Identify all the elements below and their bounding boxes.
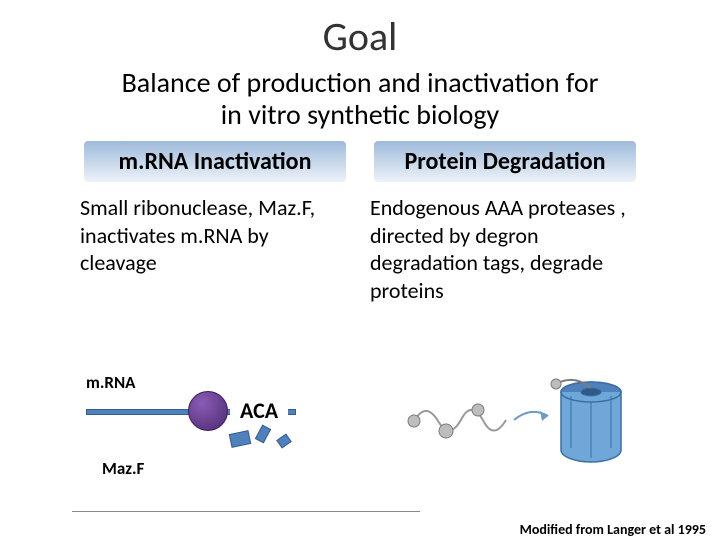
cleavage-fragment-icon [229, 430, 251, 448]
substrate-blob-icon [408, 415, 420, 427]
subtitle-line-2: in vitro synthetic biology [221, 97, 499, 132]
column-left-body: Small ribonuclease, Maz.F, inactivates m… [76, 194, 354, 277]
substrate-blob-icon [472, 404, 484, 416]
citation: Modified from Langer et al 1995 [520, 521, 706, 538]
page-subtitle: Balance of production and inactivation f… [0, 67, 720, 131]
column-right-body: Endogenous AAA proteases , directed by d… [366, 194, 644, 304]
cleavage-fragment-icon [276, 433, 292, 448]
column-left-header: m.RNA Inactivation [84, 141, 346, 182]
substrate-blob-icon [439, 424, 453, 438]
mazf-circle-icon [188, 391, 228, 431]
column-right: Protein Degradation Endogenous AAA prote… [360, 139, 650, 304]
columns: m.RNA Inactivation Small ribonuclease, M… [0, 139, 720, 304]
divider [72, 511, 420, 512]
aaa-protease-icon [551, 379, 621, 462]
aca-label: ACA [230, 397, 288, 424]
column-right-header: Protein Degradation [374, 141, 636, 182]
protease-svg-icon [406, 366, 646, 476]
mrna-line: ACA [80, 397, 310, 427]
page-title: Goal [0, 12, 720, 61]
arrow-head-icon [540, 411, 548, 421]
cleavage-fragment-icon [255, 425, 271, 444]
diagram-area: m.RNA ACA Maz.F [70, 360, 650, 510]
mazf-label: Maz.F [102, 458, 144, 479]
substrate-squiggle-icon [414, 410, 506, 431]
subtitle-line-1: Balance of production and inactivation f… [122, 65, 599, 100]
mrna-label: m.RNA [86, 372, 310, 393]
column-left: m.RNA Inactivation Small ribonuclease, M… [70, 139, 360, 304]
mrna-diagram: m.RNA ACA [80, 372, 310, 427]
protease-illustration [406, 366, 646, 476]
